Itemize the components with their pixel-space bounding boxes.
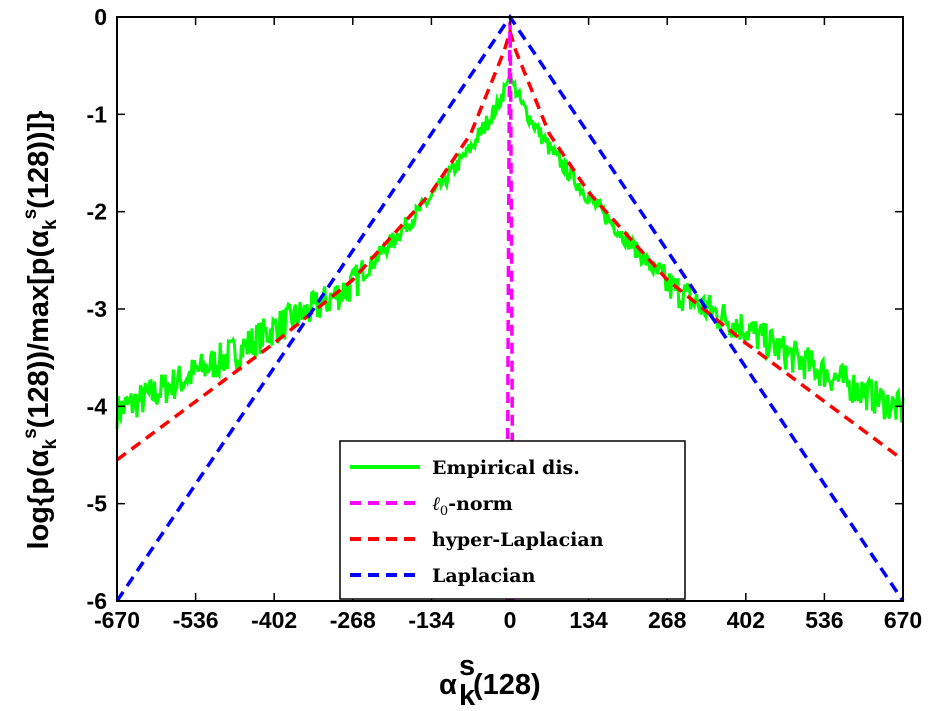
y-label-part: (128))]} (23, 111, 55, 209)
x-label-sub: k (459, 680, 476, 711)
x-tick-label: -268 (330, 607, 376, 633)
legend-label-laplacian: Laplacian (432, 565, 536, 587)
y-label-part: k (40, 438, 61, 449)
x-tick-label: 670 (884, 607, 922, 633)
y-axis-label: log{p(αks(128))/max[p(αks(128))]} (20, 111, 61, 550)
x-tick-label: -134 (408, 607, 454, 633)
x-label-suffix: (128) (473, 669, 541, 701)
series-line-hyper-laplacian (115, 25, 905, 462)
y-tick-label: -4 (87, 393, 108, 419)
legend-l0-sub: 0 (440, 504, 448, 519)
y-label-part: (128))/max[p(α (23, 230, 55, 428)
y-tick-label: -2 (87, 199, 107, 225)
legend-label-hyper-laplacian: hyper-Laplacian (432, 529, 604, 551)
x-tick-label: -402 (251, 607, 297, 633)
x-axis-label: α s k (128) (439, 650, 541, 711)
legend: Empirical dis. ℓ0-norm hyper-Laplacian L… (339, 440, 686, 600)
x-tick-label: 134 (569, 607, 608, 633)
x-tick-label: 402 (727, 607, 765, 633)
x-tick-label: 268 (648, 607, 687, 633)
legend-l0-rest: -norm (448, 493, 513, 515)
y-label-part: s (20, 209, 41, 220)
y-label-part: log{p(α (23, 449, 55, 549)
y-tick-label: -1 (87, 101, 108, 127)
svg-text:log{p(αks(128))/max[p(αks(128): log{p(αks(128))/max[p(αks(128))]} (20, 111, 61, 550)
legend-l0-main: ℓ (432, 493, 440, 515)
x-label-sup: s (459, 650, 475, 682)
plot-frame (116, 16, 904, 602)
x-tick-label: 536 (805, 607, 843, 633)
ticks-layer: -670 -536 -402 -268 -134 0 134 268 402 536 670 0 -1 -… (87, 4, 923, 633)
x-tick-label: -670 (94, 607, 140, 633)
y-tick-label: 0 (94, 4, 107, 30)
legend-label-l0: ℓ0-norm (432, 493, 513, 519)
y-tick-label: -5 (87, 491, 108, 517)
x-tick-label: 0 (504, 607, 517, 633)
legend-label-empirical: Empirical dis. (432, 457, 580, 479)
y-tick-label: -3 (87, 296, 107, 322)
x-label-main: α (439, 669, 457, 701)
x-tick-label: -536 (173, 607, 219, 633)
y-label-part: k (40, 219, 61, 230)
y-tick-label: -6 (87, 588, 107, 614)
y-label-part: s (20, 428, 41, 439)
